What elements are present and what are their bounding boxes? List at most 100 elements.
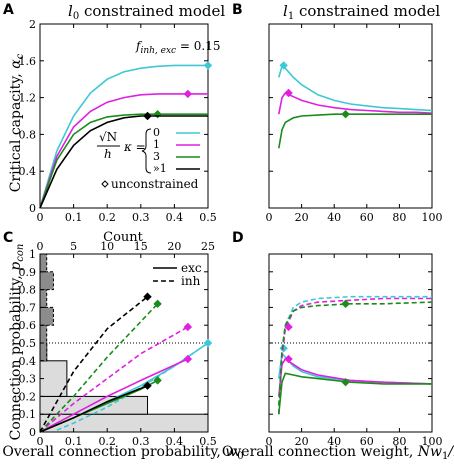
x-tick-label-c: 0.3 [132,435,150,448]
kappa-symbol: κ = [123,140,146,154]
x-tick-label-d: 40 [327,435,341,448]
marker-green-inh [153,299,162,309]
x-tick-label-c: 0.2 [98,435,116,448]
count-axis-label: Count [103,230,144,245]
panel-letter-b: B [232,2,243,18]
x-tick-label-b: 40 [327,211,341,224]
panel-c: 0 0.1 0.2 0.3 0.4 0.5 0 0.1 0.2 0.3 0.4 0.5 0.6 0.7 0.… [19,240,217,448]
x-tick-label-b: 80 [392,211,406,224]
y-axis-label-bottom: Connection probability, pcon [8,244,26,441]
series-line-magenta [39,93,208,209]
marker-green-exc [153,376,162,385]
hist-bar-exc [39,395,149,415]
marker-magenta [284,322,293,332]
hist-bar-inh [39,289,48,308]
marker-cyan [279,61,288,70]
y-tick-label-c: 0.3 [19,373,37,386]
x-tick-label-a: 0.1 [65,211,83,224]
y-tick-label-c: 0.5 [19,337,37,350]
series-line-green [278,113,432,149]
hist-bar-exc [39,413,209,433]
legend-exc-label: exc [181,261,202,275]
y-tick-label-c: 0.1 [19,408,37,421]
count-tick-label: 15 [134,240,148,253]
hist-bar-inh [39,306,54,326]
x-tick-label-d: 80 [392,435,406,448]
x-tick-label-c: 0.4 [166,435,184,448]
x-tick-label-b: 20 [295,211,309,224]
marker-magenta-inh [183,322,193,332]
panel-letter-c: C [3,230,13,246]
count-tick-label: 20 [167,240,181,253]
panel-d: 0 20 40 60 80 100 [266,253,443,448]
x-axis-label-c: Overall connection probability, w0 [2,444,243,462]
x-tick-label-b: 60 [360,211,374,224]
panel-b-title: l1 constrained model [283,2,440,22]
y-tick-label-a: 2 [29,18,36,31]
hist-bar-inh [39,253,48,273]
x-tick-label-a: 0 [37,211,44,224]
panel-a-title: l0 constrained model [68,2,225,22]
y-tick-label-a: 0 [29,202,36,215]
marker-magenta [284,88,293,98]
x-tick-label-c: 0.5 [199,435,217,448]
x-tick-label-c: 0.1 [65,435,83,448]
kappa-h: h [104,147,112,161]
count-tick-label: 10 [100,240,114,253]
series-line-black-inh [39,296,148,433]
kappa-val-3: 3 [153,150,160,163]
marker-magenta [183,89,193,99]
y-tick-label-c: 0.6 [19,319,37,332]
legend-inh-label: inh [181,274,201,288]
kappa-val-0: 0 [153,126,160,139]
x-tick-label-d: 0 [266,435,273,448]
panel-a: 0 0.1 0.2 0.3 0.4 0.5 0 0.4 0.8 1.2 1.6 2 [19,18,217,224]
marker-green [341,377,350,387]
x-tick-label-a: 0.4 [166,211,184,224]
y-tick-label-a: 1.2 [19,92,37,105]
y-tick-label-c: 0.4 [19,355,37,368]
x-axis-label-d: Overall connection weight, Nw1/h [222,444,454,462]
x-tick-label-a: 0.5 [199,211,217,224]
panel-b-frame [268,23,433,209]
marker-black-inh [143,292,152,301]
series-line-black [39,115,208,209]
y-tick-label-c: 0.9 [19,266,37,279]
series-line-magenta-inh [39,326,189,433]
unconstrained-diamond-icon [101,180,109,188]
series-line-green-exc [278,372,432,415]
marker-black [143,111,152,121]
hist-bar-exc [39,360,68,397]
series-line-magenta-exc [39,358,189,433]
count-tick-label: 0 [37,240,44,253]
series-line-cyan [278,65,433,112]
exc-inh-legend: exc inh [153,261,202,288]
kappa-val-1: 1 [153,138,160,151]
x-tick-label-d: 60 [360,435,374,448]
x-tick-label-b: 100 [422,211,443,224]
x-tick-label-d: 100 [422,435,443,448]
series-line-cyan-inh [278,295,432,415]
kappa-val-inf: »1 [153,162,167,175]
series-line-magenta-inh [278,297,432,415]
marker-green [341,299,350,309]
y-tick-label-c: 0.7 [19,301,37,314]
kappa-brace [141,128,152,174]
series-line-green-inh [278,301,433,406]
marker-cyan [203,61,213,70]
kappa-sqrtN: √N [99,130,117,144]
x-tick-label-a: 0.3 [132,211,150,224]
series-line-magenta-exc [278,357,433,397]
y-tick-label-a: 0.4 [19,165,37,178]
unconstrained-label: unconstrained [111,177,199,191]
marker-magenta [284,354,293,364]
y-axis-label-top: Critical capacity, αc [8,53,26,192]
y-tick-label-c: 0.8 [19,284,37,297]
series-line-green [39,113,208,209]
panel-letter-a: A [3,2,14,18]
y-tick-label-a: 0.8 [19,128,37,141]
y-tick-label-a: 1.6 [19,55,37,68]
x-tick-label-a: 0.2 [98,211,116,224]
y-tick-label-c: 1 [29,248,36,261]
